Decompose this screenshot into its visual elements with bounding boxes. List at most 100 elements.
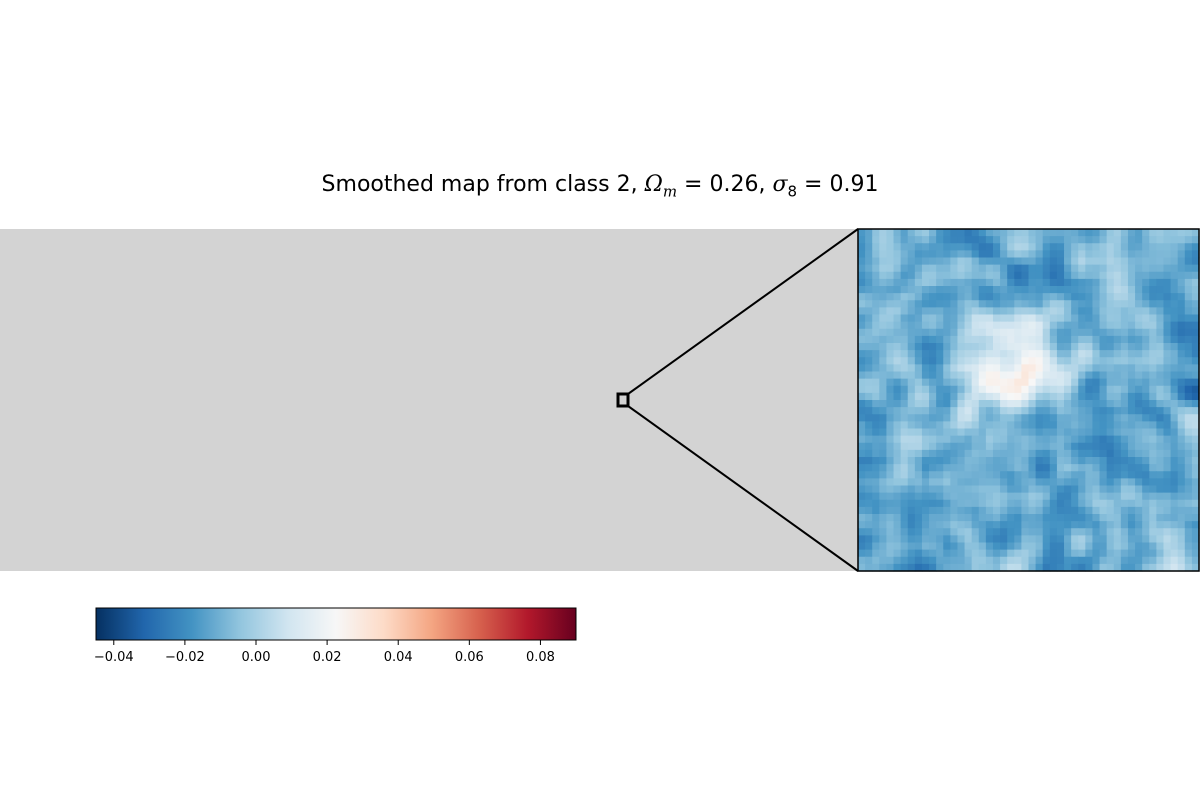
heatmap-cell (1099, 492, 1108, 501)
heatmap-cell (914, 307, 923, 316)
heatmap-cell (1021, 556, 1030, 565)
heatmap-cell (1170, 407, 1179, 415)
heatmap-cell (1042, 442, 1051, 451)
heatmap-cell (978, 435, 987, 444)
heatmap-cell (1071, 343, 1079, 351)
heatmap-cell (943, 442, 951, 451)
heatmap-cell (907, 563, 916, 572)
heatmap-cell (950, 471, 959, 479)
heatmap-cell (1135, 435, 1143, 444)
heatmap-cell (1007, 293, 1015, 301)
heatmap-cell (957, 499, 966, 508)
heatmap-cell (907, 414, 916, 422)
heatmap-cell (858, 350, 866, 358)
heatmap-cell (1078, 286, 1086, 294)
heatmap-cell (872, 357, 880, 365)
heatmap-cell (1035, 414, 1044, 422)
heatmap-cell (1177, 535, 1186, 544)
heatmap-cell (1163, 435, 1172, 444)
heatmap-cell (865, 364, 873, 373)
heatmap-cell (1106, 499, 1115, 508)
heatmap-cell (1028, 457, 1037, 465)
heatmap-cell (1085, 435, 1094, 444)
heatmap-cell (1064, 250, 1072, 259)
heatmap-cell (1163, 521, 1172, 529)
heatmap-cell (1135, 542, 1143, 551)
heatmap-cell (879, 350, 888, 358)
heatmap-cell (1049, 442, 1058, 451)
heatmap-cell (1106, 343, 1115, 351)
heatmap-cell (1056, 335, 1065, 344)
heatmap-cell (1028, 471, 1037, 479)
heatmap-cell (1177, 414, 1186, 422)
heatmap-cell (1170, 371, 1179, 380)
heatmap-cell (964, 257, 973, 266)
heatmap-cell (1106, 492, 1115, 501)
heatmap-cell (1056, 350, 1065, 358)
heatmap-cell (1170, 563, 1179, 572)
heatmap-cell (858, 442, 866, 451)
heatmap-cell (964, 328, 973, 337)
heatmap-cell (985, 350, 994, 358)
heatmap-cell (1014, 414, 1022, 422)
heatmap-cell (964, 506, 973, 515)
heatmap-cell (936, 307, 944, 316)
heatmap-cell (1184, 514, 1193, 522)
heatmap-cell (1099, 442, 1108, 451)
heatmap-cell (1064, 314, 1072, 323)
heatmap-cell (900, 442, 909, 451)
heatmap-cell (1056, 435, 1065, 444)
heatmap-cell (957, 457, 966, 465)
heatmap-cell (1064, 236, 1072, 244)
heatmap-cell (1071, 278, 1079, 287)
heatmap-cell (865, 407, 873, 415)
heatmap-cell (1014, 229, 1022, 237)
heatmap-cell (1135, 371, 1143, 380)
heatmap-cell (907, 492, 916, 501)
heatmap-cell (1127, 506, 1136, 515)
heatmap-cell (921, 449, 930, 458)
heatmap-cell (1085, 378, 1094, 387)
heatmap-cell (1085, 350, 1094, 358)
heatmap-cell (1042, 499, 1051, 508)
heatmap-cell (879, 264, 888, 273)
heatmap-cell (971, 535, 980, 544)
heatmap-cell (1113, 350, 1122, 358)
heatmap-cell (1042, 307, 1051, 316)
heatmap-cell (1056, 385, 1065, 394)
heatmap-cell (929, 428, 937, 437)
heatmap-cell (1120, 535, 1129, 544)
heatmap-cell (950, 556, 959, 565)
heatmap-cell (1184, 414, 1193, 422)
heatmap-cell (1049, 300, 1058, 308)
heatmap-cell (1092, 542, 1101, 551)
heatmap-cell (929, 307, 937, 316)
heatmap-cell (914, 457, 923, 465)
heatmap-cell (1135, 257, 1143, 266)
heatmap-cell (1149, 514, 1157, 522)
heatmap-cell (1170, 293, 1179, 301)
heatmap-cell (879, 499, 888, 508)
heatmap-cell (907, 378, 916, 387)
heatmap-cell (957, 442, 966, 451)
heatmap-cell (1170, 478, 1179, 487)
heatmap-cell (992, 549, 1001, 558)
heatmap-cell (964, 364, 973, 373)
heatmap-cell (1092, 428, 1101, 437)
heatmap-cell (1149, 428, 1157, 437)
heatmap-cell (1127, 343, 1136, 351)
heatmap-cell (865, 385, 873, 394)
heatmap-cell (893, 414, 902, 422)
heatmap-cell (1184, 442, 1193, 451)
heatmap-cell (936, 278, 944, 287)
heatmap-cell (1177, 506, 1186, 515)
heatmap-cell (978, 542, 987, 551)
heatmap-cell (1106, 286, 1115, 294)
heatmap-cell (1071, 335, 1079, 344)
heatmap-cell (1120, 414, 1129, 422)
heatmap-cell (992, 236, 1001, 244)
heatmap-cell (1092, 264, 1101, 273)
heatmap-cell (1135, 243, 1143, 251)
heatmap-cell (971, 293, 980, 301)
heatmap-cell (957, 435, 966, 444)
